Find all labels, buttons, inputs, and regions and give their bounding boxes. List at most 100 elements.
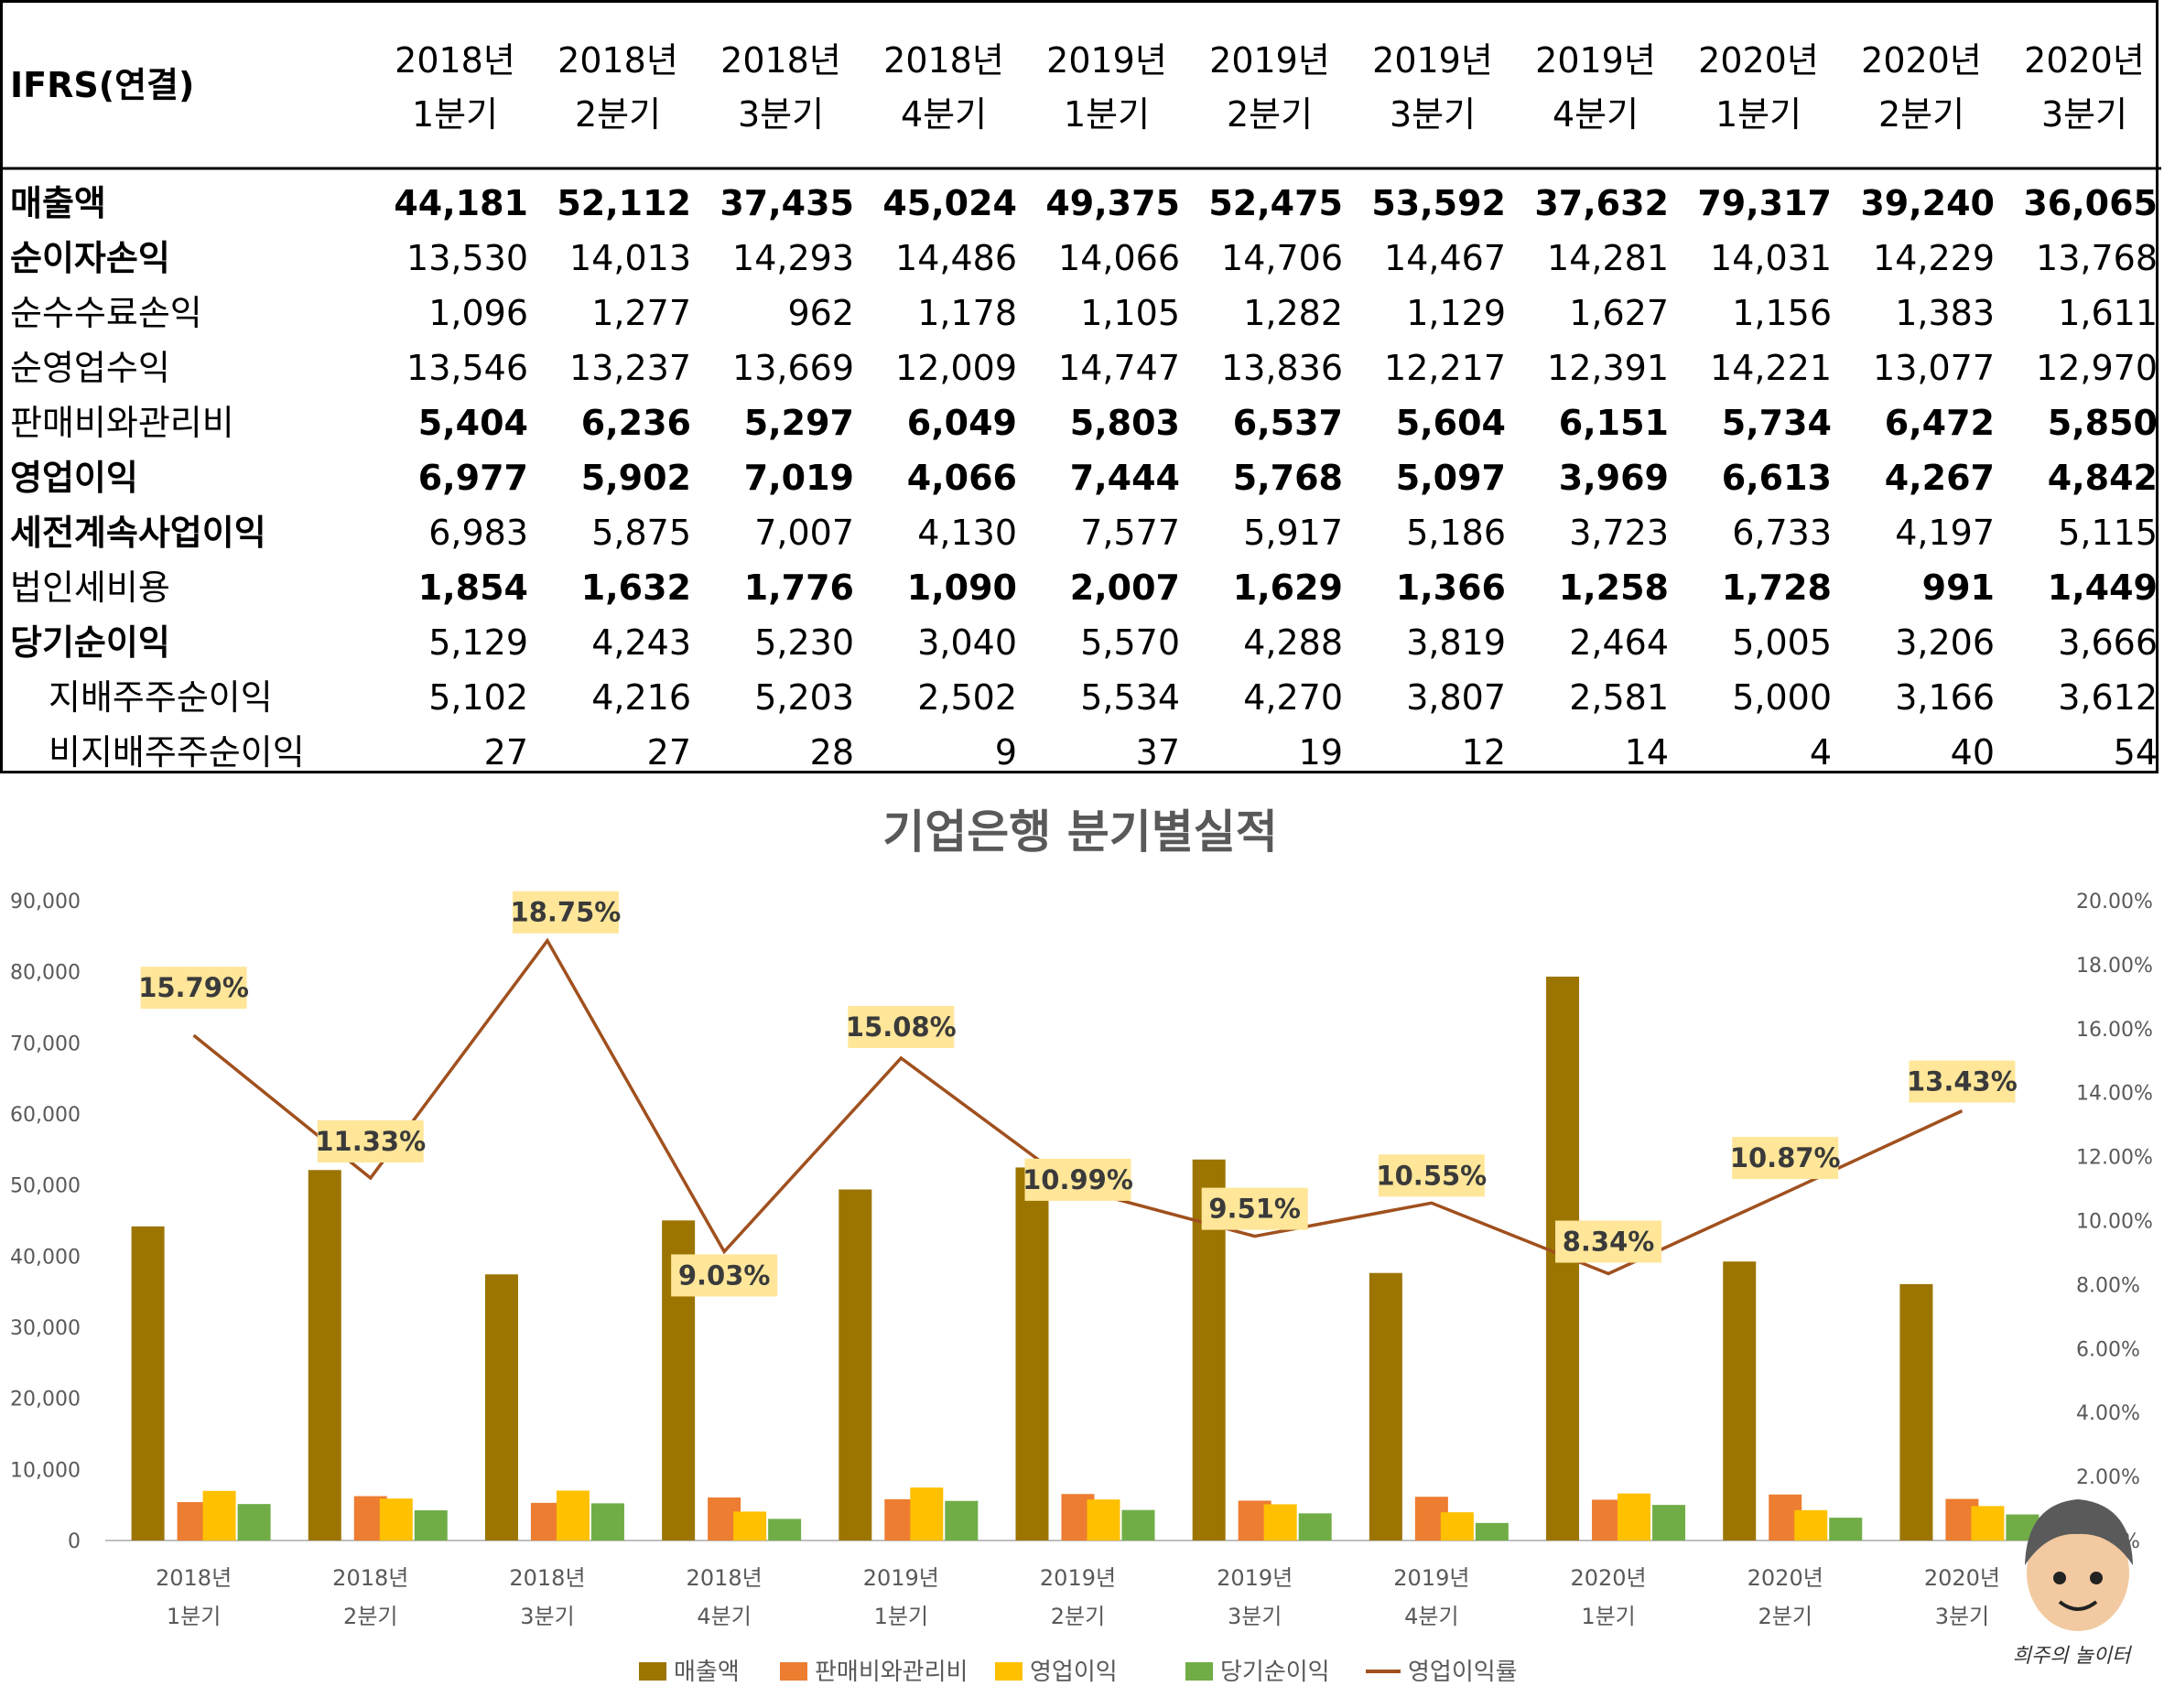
y-axis-tick-label: 60,000 (10, 1104, 81, 1127)
table-cell: 5,115 (2058, 513, 2158, 553)
table-cell: 49,375 (1045, 183, 1180, 223)
table-cell: 6,613 (1722, 458, 1832, 498)
table-cell: 5,102 (428, 677, 528, 718)
y-axis-tick-label: 40,000 (10, 1246, 81, 1269)
table-cell: 1,854 (418, 568, 528, 608)
table-header-quarter: 1분기 (1064, 94, 1150, 135)
y-axis-tick-label: 10,000 (10, 1459, 81, 1482)
table-cell: 13,669 (732, 348, 854, 388)
table-cell: 2,581 (1569, 677, 1669, 718)
table-cell: 9 (995, 732, 1017, 773)
legend-swatch (1185, 1662, 1213, 1681)
table-cell: 4,197 (1895, 513, 1995, 553)
chart-svg: 기업은행 분기별실적 0 10,000 20,000 30,000 40,000 50,00… (10, 805, 2153, 1686)
margin-data-label: 9.51% (1208, 1194, 1301, 1225)
x-axis-year-label: 2018년 (332, 1565, 408, 1591)
y2-axis-tick-label: 2.00% (2076, 1466, 2140, 1489)
avatar-face (2027, 1514, 2129, 1631)
avatar-hair (2025, 1499, 2133, 1565)
table-row-label: 순이자손익 (10, 238, 170, 278)
table-row-label: 순영업수익 (10, 348, 170, 388)
table-cell: 5,734 (1722, 403, 1832, 443)
margin-label-box (671, 1254, 778, 1297)
table-cell: 7,444 (1070, 458, 1180, 498)
table-cell: 5,000 (1732, 677, 1832, 718)
table-cell: 5,097 (1396, 458, 1506, 498)
y-axis-tick-label: 70,000 (10, 1032, 81, 1055)
margin-data-label: 15.79% (138, 972, 249, 1003)
table-cell: 1,776 (744, 568, 854, 608)
table-cell: 5,875 (591, 513, 691, 553)
chart-title: 기업은행 분기별실적 (882, 805, 1277, 859)
y2-axis-tick-label: 6.00% (2076, 1338, 2140, 1361)
table-cell: 4,243 (591, 622, 691, 663)
table-cell: 5,297 (744, 403, 854, 443)
x-axis-quarter-label: 2분기 (1051, 1604, 1105, 1629)
legend-label: 영업이익률 (1408, 1659, 1518, 1686)
table-row-label: 비지배주주순이익 (49, 732, 305, 773)
table-cell: 14,221 (1710, 348, 1832, 388)
margin-label-box (1909, 1060, 2016, 1103)
table-cell: 1,096 (428, 293, 528, 333)
table-cell: 4,267 (1885, 458, 1995, 498)
table-cell: 1,277 (591, 293, 691, 333)
y2-axis-tick-label: 16.00% (2076, 1019, 2153, 1042)
table-row-label: 매출액 (10, 183, 106, 223)
table-row-label: 판매비와관리비 (10, 403, 234, 443)
table-cell: 5,768 (1233, 458, 1343, 498)
y2-axis-tick-label: 20.00% (2076, 891, 2153, 913)
table-cell: 7,019 (744, 458, 854, 498)
table-header-quarter: 3분기 (738, 94, 824, 135)
legend-label: 판매비와관리비 (815, 1659, 968, 1686)
y-axis-tick-label: 20,000 (10, 1389, 81, 1411)
avatar-mouth (2058, 1600, 2098, 1611)
table-cell: 2,464 (1569, 622, 1669, 663)
table-cell: 6,733 (1732, 513, 1832, 553)
bar-4 (1829, 1518, 1863, 1540)
table-cell: 1,449 (2048, 568, 2158, 608)
bar-3 (379, 1498, 413, 1540)
x-axis-quarter-label: 2분기 (1758, 1604, 1812, 1629)
x-axis-year-label: 2019년 (1393, 1565, 1469, 1591)
table-cell: 79,317 (1697, 183, 1832, 223)
table-cell: 4,130 (917, 513, 1017, 553)
bar-3 (556, 1490, 590, 1540)
legend-swatch (780, 1662, 807, 1681)
table-cell: 1,632 (581, 568, 691, 608)
bar-3 (910, 1487, 944, 1540)
table-cell: 13,530 (406, 238, 528, 278)
bar-4 (1121, 1509, 1155, 1540)
table-cell: 3,666 (2058, 622, 2158, 663)
bar-4 (237, 1504, 271, 1540)
table-cell: 12,217 (1384, 348, 1506, 388)
table-header-quarter: 3분기 (1390, 94, 1476, 135)
table-cell: 5,850 (2048, 403, 2158, 443)
margin-data-label: 10.55% (1376, 1160, 1487, 1191)
x-axis-quarter-label: 3분기 (1935, 1604, 1989, 1629)
x-axis-year-label: 2018년 (509, 1565, 585, 1591)
table-cell: 4,270 (1243, 677, 1343, 718)
avatar-eye-right (2090, 1572, 2103, 1584)
table-cell: 12,009 (895, 348, 1017, 388)
table-cell: 6,977 (418, 458, 528, 498)
table-cell: 1,156 (1732, 293, 1832, 333)
x-axis-quarter-label: 1분기 (1581, 1604, 1635, 1629)
bar-1 (1369, 1272, 1402, 1540)
legend-label: 매출액 (674, 1659, 740, 1686)
table-cell: 39,240 (1860, 183, 1995, 223)
table-header-year: 2018년 (395, 40, 515, 81)
table-cell: 7,577 (1080, 513, 1180, 553)
margin-label-box (1024, 1158, 1131, 1201)
table-cell: 991 (1922, 568, 1995, 608)
y2-axis-tick-label: 18.00% (2076, 955, 2153, 978)
table-cell: 1,627 (1569, 293, 1669, 333)
table-cell: 5,186 (1406, 513, 1506, 553)
table-cell: 3,969 (1559, 458, 1669, 498)
table-cell: 3,819 (1406, 622, 1506, 663)
table-cell: 3,206 (1895, 622, 1995, 663)
x-axis-year-label: 2018년 (687, 1565, 763, 1591)
x-axis-quarter-label: 1분기 (167, 1604, 221, 1629)
table-cell: 13,077 (1873, 348, 1995, 388)
table-header-year: 2019년 (1535, 40, 1656, 81)
y2-axis-tick-label: 8.00% (2076, 1274, 2140, 1297)
